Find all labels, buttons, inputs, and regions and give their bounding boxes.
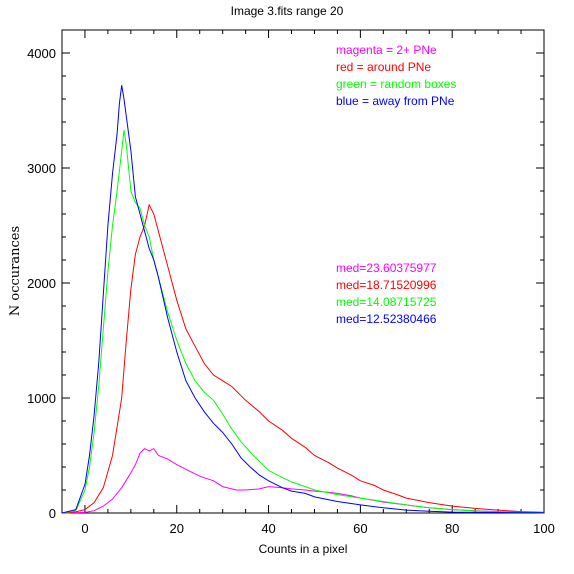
median-annotations: med=23.60375977 med=18.71520996 med=14.087… (336, 261, 437, 326)
x-axis: 0 20 40 60 80 100 (81, 30, 555, 536)
x-tick-label: 100 (533, 521, 555, 536)
plot-frame (61, 29, 545, 514)
x-tick-label: 0 (81, 521, 88, 536)
y-axis-label: N occurances (8, 226, 23, 316)
legend-entry: red = around PNe (336, 60, 431, 74)
y-tick-label: 2000 (27, 276, 56, 291)
legend: magenta = 2+ PNe red = around PNe green = … (336, 43, 456, 108)
plot-area (61, 85, 545, 514)
median-label: med=14.08715725 (336, 295, 437, 309)
series-line-3 (61, 85, 545, 514)
x-tick-label: 80 (445, 521, 459, 536)
y-tick-label: 0 (49, 506, 56, 521)
series-line-2 (61, 130, 545, 514)
median-label: med=23.60375977 (336, 261, 437, 275)
x-tick-label: 40 (261, 521, 275, 536)
median-label: med=18.71520996 (336, 278, 437, 292)
median-label: med=12.52380466 (336, 312, 437, 326)
y-axis: 0 1000 2000 3000 4000 (27, 29, 544, 521)
y-tick-label: 3000 (27, 161, 56, 176)
y-tick-label: 1000 (27, 391, 56, 406)
x-tick-label: 20 (170, 521, 184, 536)
legend-entry: magenta = 2+ PNe (336, 43, 437, 57)
x-axis-label: Counts in a pixel (259, 542, 348, 556)
series-line-1 (61, 203, 545, 514)
x-tick-label: 60 (353, 521, 367, 536)
series-line-0 (61, 447, 545, 514)
y-tick-label: 4000 (27, 46, 56, 61)
legend-entry: green = random boxes (336, 77, 456, 91)
chart-title: Image 3.fits range 20 (231, 4, 344, 18)
legend-entry: blue = away from PNe (336, 94, 455, 108)
